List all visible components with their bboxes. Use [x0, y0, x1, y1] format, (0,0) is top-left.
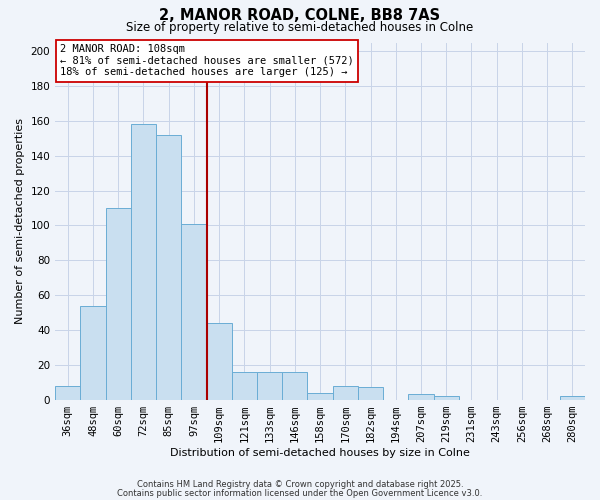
Bar	[80, 306, 106, 400]
Bar	[131, 124, 156, 400]
Bar	[206, 323, 232, 400]
Text: Contains public sector information licensed under the Open Government Licence v3: Contains public sector information licen…	[118, 488, 482, 498]
X-axis label: Distribution of semi-detached houses by size in Colne: Distribution of semi-detached houses by …	[170, 448, 470, 458]
Text: Size of property relative to semi-detached houses in Colne: Size of property relative to semi-detach…	[127, 21, 473, 34]
Text: 2, MANOR ROAD, COLNE, BB8 7AS: 2, MANOR ROAD, COLNE, BB8 7AS	[160, 8, 440, 22]
Bar	[106, 208, 131, 400]
Bar	[434, 396, 459, 400]
Bar	[257, 372, 282, 400]
Y-axis label: Number of semi-detached properties: Number of semi-detached properties	[15, 118, 25, 324]
Bar	[282, 372, 307, 400]
Text: 2 MANOR ROAD: 108sqm
← 81% of semi-detached houses are smaller (572)
18% of semi: 2 MANOR ROAD: 108sqm ← 81% of semi-detac…	[61, 44, 354, 78]
Bar	[307, 392, 332, 400]
Bar	[181, 224, 206, 400]
Text: Contains HM Land Registry data © Crown copyright and database right 2025.: Contains HM Land Registry data © Crown c…	[137, 480, 463, 489]
Bar	[55, 386, 80, 400]
Bar	[232, 372, 257, 400]
Bar	[156, 135, 181, 400]
Bar	[332, 386, 358, 400]
Bar	[358, 388, 383, 400]
Bar	[560, 396, 585, 400]
Bar	[409, 394, 434, 400]
